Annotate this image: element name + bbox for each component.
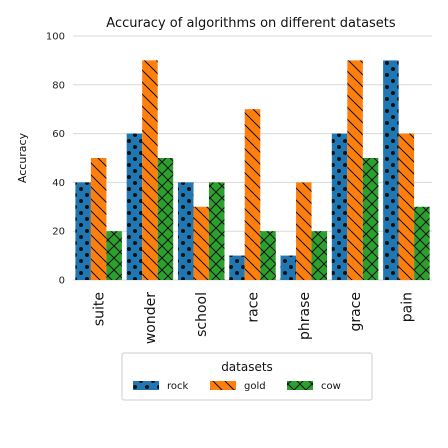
legend-swatch-hatch-gold [210, 381, 236, 390]
bar-hatch-gold-suite [90, 158, 107, 280]
bar-hatch-rock-wonder [126, 133, 143, 280]
bar-hatch-rock-phrase [280, 255, 297, 280]
x-tick-label: phrase [297, 292, 313, 340]
legend-label-gold: gold [244, 381, 266, 392]
bar-hatch-cow-phrase [311, 231, 328, 280]
bar-group-school [177, 182, 225, 280]
y-tick-label: 20 [52, 227, 65, 238]
bar-group-grace [331, 60, 379, 281]
x-tick-label: wonder [143, 292, 159, 344]
bar-group-wonder [126, 60, 174, 281]
bar-hatch-rock-grace [331, 133, 348, 280]
x-tick-label: pain [399, 292, 415, 322]
bar-hatch-cow-race [260, 231, 276, 280]
legend-title: datasets [221, 360, 273, 374]
y-tick-label: 40 [52, 178, 65, 189]
bars [75, 60, 430, 281]
chart-title: Accuracy of algorithms on different data… [106, 16, 396, 31]
bar-hatch-rock-school [177, 182, 194, 280]
bar-hatch-rock-race [229, 255, 245, 280]
legend-label-cow: cow [321, 381, 341, 392]
legend: datasets rock gold cow [121, 352, 373, 401]
x-tick-label: school [194, 292, 210, 337]
bar-hatch-rock-suite [75, 182, 91, 280]
y-tick-label: 60 [52, 129, 65, 140]
y-tick-label: 0 [59, 276, 65, 287]
x-tick-label: suite [92, 292, 108, 326]
x-tick-label: grace [348, 292, 364, 332]
bar-group-phrase [280, 182, 328, 280]
bar-group-race [229, 109, 276, 280]
bar-hatch-gold-pain [398, 133, 415, 280]
x-axis-ticks: suite wonder school race phrase grace pain [92, 292, 416, 344]
bar-hatch-gold-wonder [142, 60, 158, 281]
bar-group-suite [75, 158, 122, 280]
y-axis-label: Accuracy [16, 132, 29, 183]
bar-hatch-cow-wonder [157, 158, 174, 280]
bar-hatch-cow-pain [414, 206, 430, 280]
legend-label-rock: rock [167, 381, 189, 392]
y-tick-label: 100 [46, 32, 65, 43]
bar-hatch-gold-school [193, 206, 209, 280]
bar-hatch-gold-grace [347, 60, 363, 281]
bar-hatch-rock-pain [383, 60, 399, 281]
y-tick-label: 80 [52, 80, 65, 91]
legend-swatch-hatch-cow [287, 381, 313, 390]
x-tick-label: race [246, 292, 262, 323]
bar-hatch-cow-suite [106, 231, 122, 280]
bar-group-pain [383, 60, 430, 281]
bar-hatch-gold-race [244, 109, 261, 280]
legend-swatch-hatch-rock [133, 381, 159, 390]
bar-hatch-cow-school [208, 182, 225, 280]
y-axis-ticks: 0 20 40 60 80 100 [46, 32, 65, 287]
bar-hatch-gold-phrase [296, 182, 312, 280]
bar-hatch-cow-grace [362, 158, 379, 280]
